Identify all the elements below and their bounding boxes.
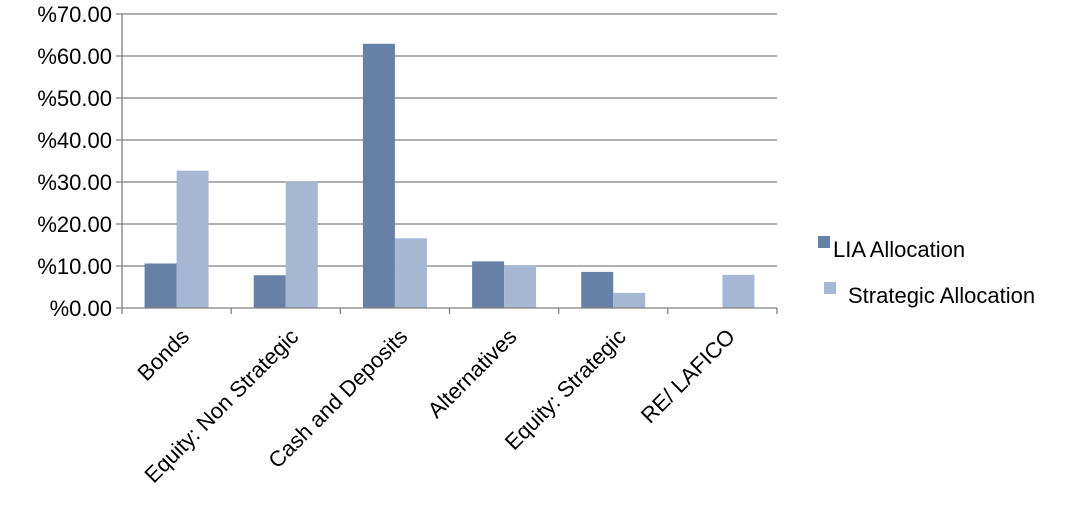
x-tick-label: RE/ LAFICO [636, 324, 740, 428]
legend-label: Strategic Allocation [848, 283, 1035, 308]
bar-lia-allocation [581, 271, 614, 308]
bar-lia-allocation [472, 261, 505, 308]
bar-strategic-allocation [722, 274, 755, 308]
y-axis-ticks: %0.00 %10.00 %20.00 %30.00 %40.00 %50.00 %60.0… [37, 2, 112, 321]
y-tick-label: %40.00 [37, 128, 112, 153]
bar-strategic-allocation [285, 181, 318, 308]
legend-label: LIA Allocation [833, 237, 965, 262]
x-tick-label: Bonds [132, 324, 194, 386]
y-tick-label: %50.00 [37, 86, 112, 111]
y-tick-label: %20.00 [37, 212, 112, 237]
y-tick-label: %70.00 [37, 2, 112, 27]
bar-strategic-allocation [394, 238, 427, 308]
y-tick-label: %30.00 [37, 170, 112, 195]
y-tick-label: %60.00 [37, 44, 112, 69]
bar-strategic-allocation [176, 170, 209, 308]
bar-lia-allocation [253, 275, 286, 308]
bar-lia-allocation [362, 43, 395, 308]
legend-swatch [818, 236, 830, 248]
bars [144, 43, 755, 308]
bar-strategic-allocation [504, 265, 537, 308]
y-tick-label: %10.00 [37, 254, 112, 279]
axes [116, 13, 778, 314]
x-tick-label: Alternatives [423, 324, 522, 423]
bar-strategic-allocation [613, 292, 646, 308]
legend: LIA Allocation Strategic Allocation [818, 236, 1035, 308]
gridlines [122, 13, 777, 267]
legend-swatch [824, 282, 836, 294]
bar-lia-allocation [144, 263, 177, 308]
y-tick-label: %0.00 [50, 296, 112, 321]
